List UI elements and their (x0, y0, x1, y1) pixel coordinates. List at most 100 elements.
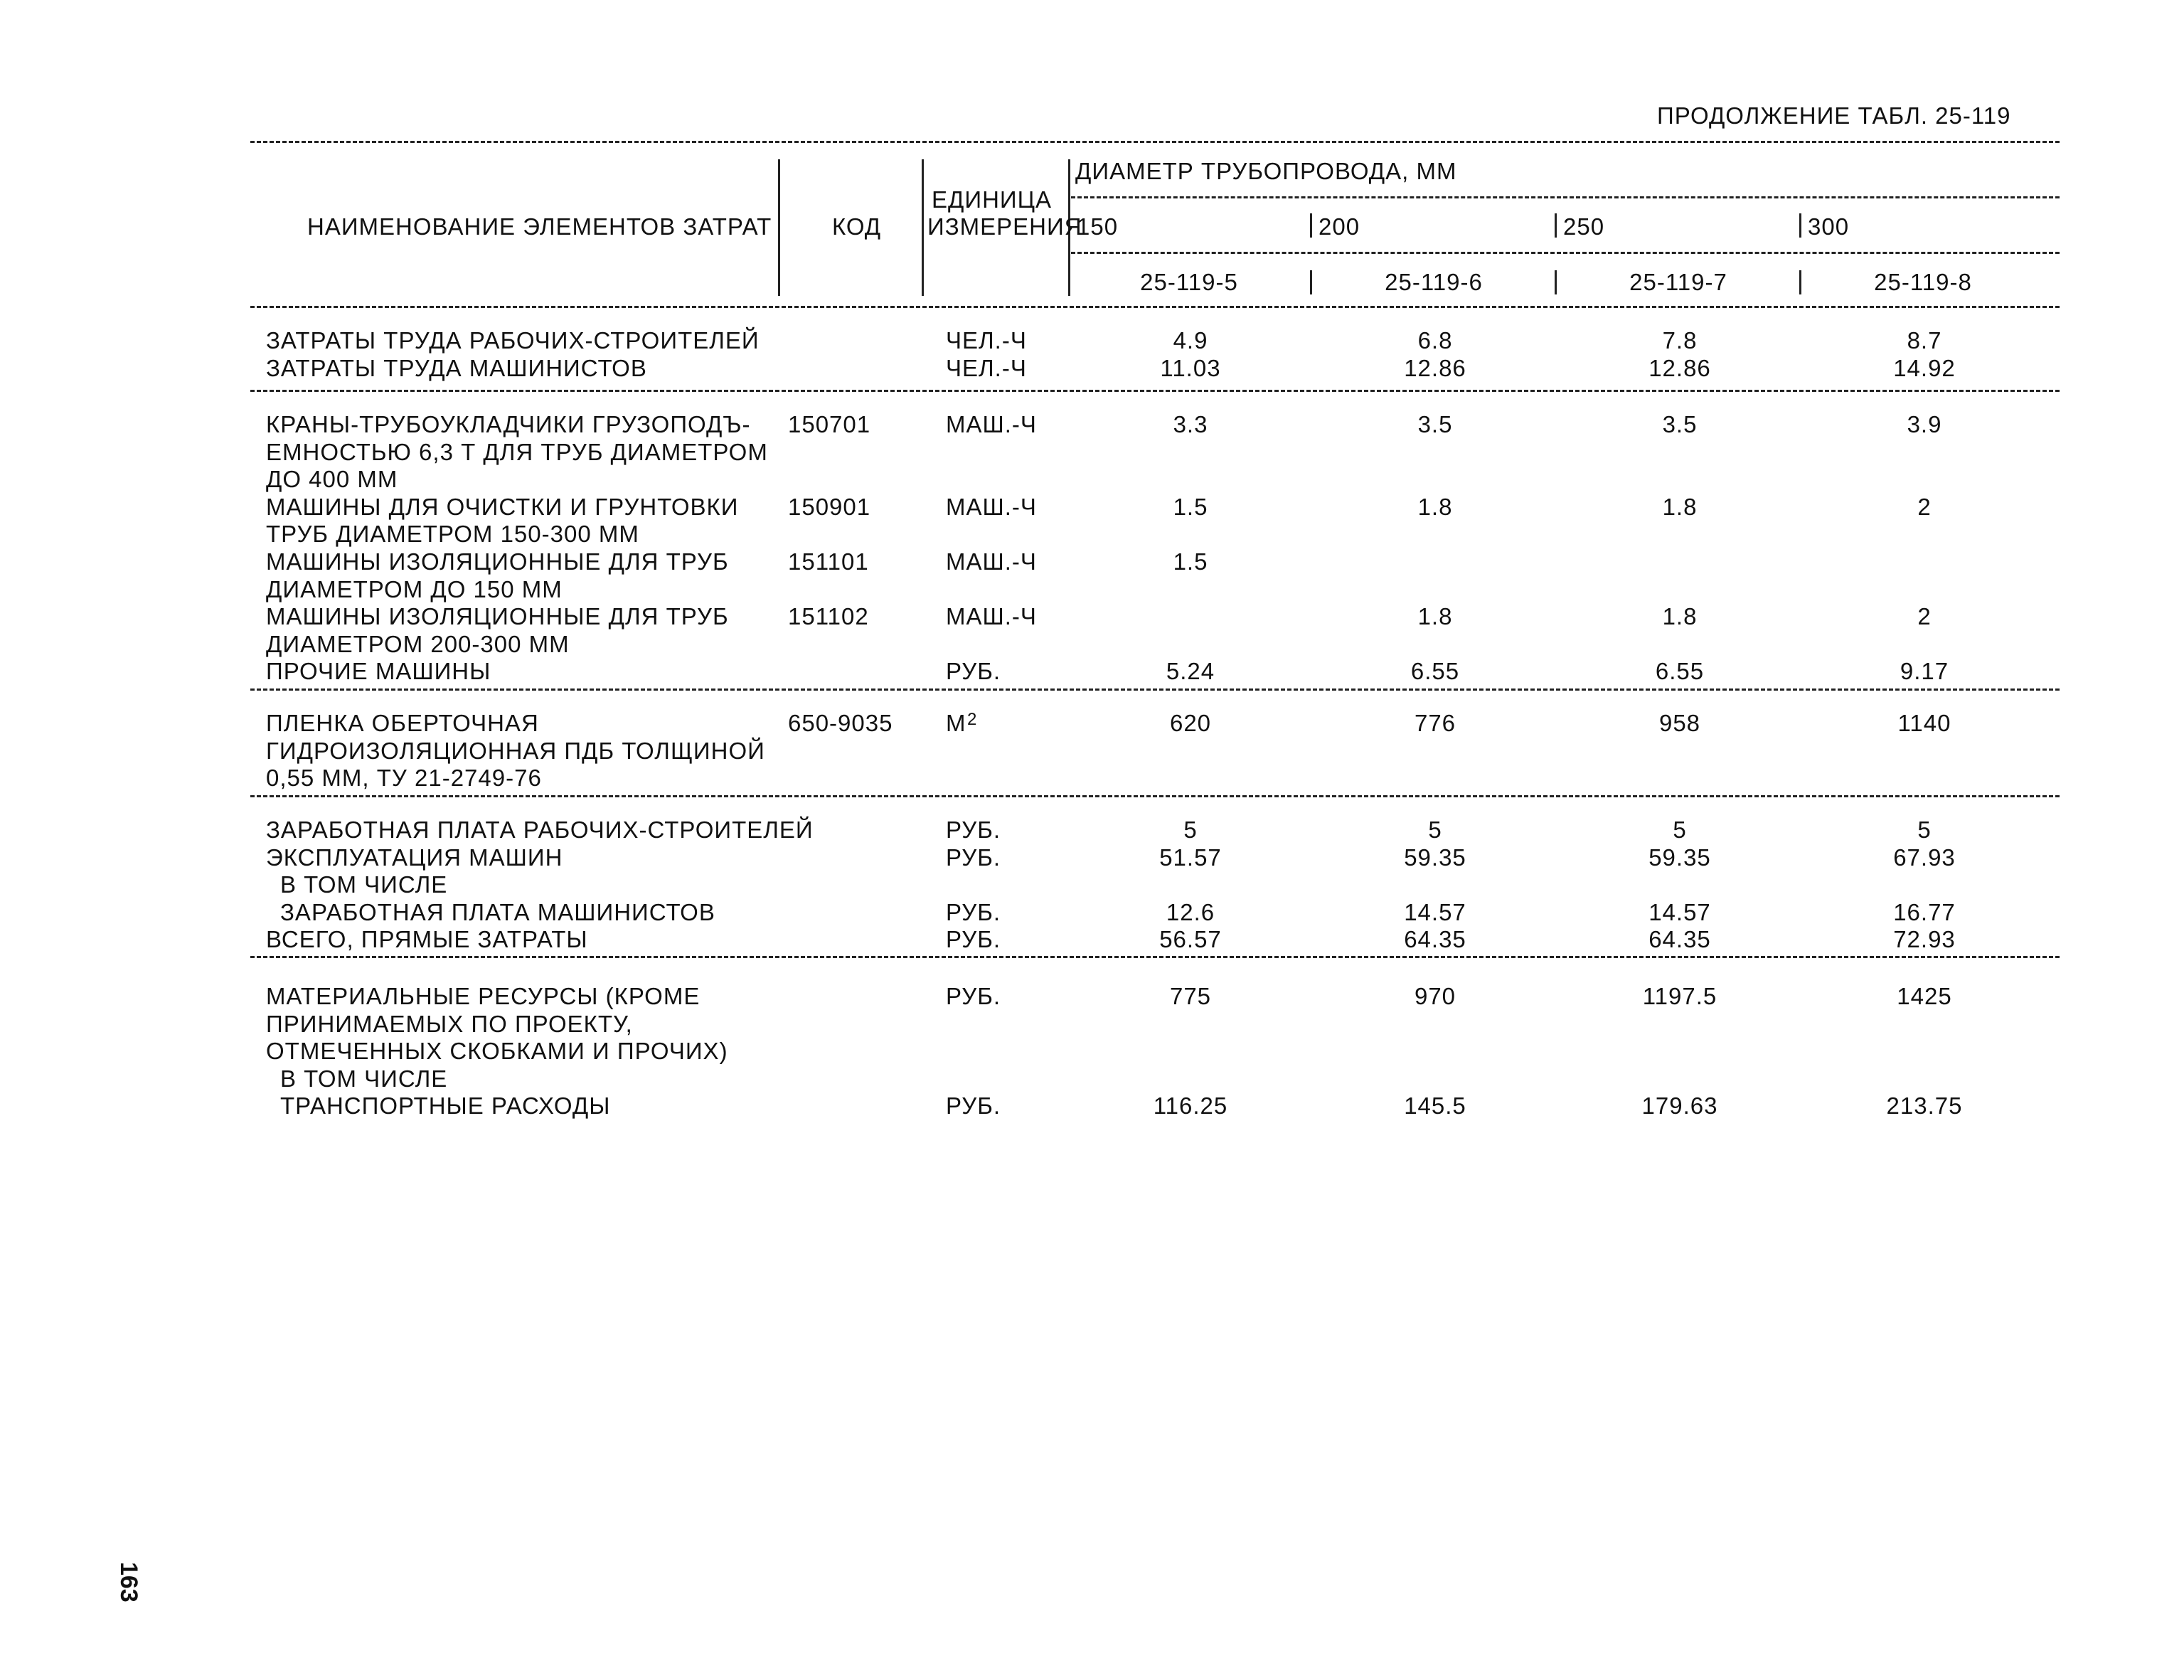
row-unit: МАШ.-Ч (946, 548, 1037, 575)
row-unit: М (946, 710, 966, 736)
row-value: 958 (1658, 710, 1701, 736)
row-value: 72.93 (1893, 926, 1956, 953)
row-value: 116.25 (1153, 1092, 1228, 1120)
row-value: 16.77 (1893, 898, 1956, 925)
row-value: 3.5 (1662, 411, 1698, 437)
row-value: 1425 (1897, 983, 1952, 1009)
row-unit: МАШ.-Ч (946, 493, 1037, 520)
header-top-rule (250, 141, 2060, 143)
row-value: 12.86 (1404, 354, 1466, 381)
row-value: 145.5 (1404, 1092, 1466, 1120)
row-value: 14.57 (1648, 898, 1711, 925)
row-value: 9.17 (1900, 658, 1949, 685)
row-code: 150701 (788, 411, 871, 437)
row-name: ЗАРАБОТНАЯ ПЛАТА РАБОЧИХ-СТРОИТЕЛЕЙ (266, 817, 814, 843)
row-value: 3.9 (1907, 411, 1942, 437)
row-name: МАШИНЫ ДЛЯ ОЧИСТКИ И ГРУНТОВКИ (266, 493, 739, 520)
row-value: 1197.5 (1642, 983, 1717, 1009)
price-code-3: 25-119-7 (1629, 269, 1727, 295)
section-separator (250, 390, 2060, 392)
row-name: 0,55 ММ, ТУ 21-2749-76 (266, 765, 542, 792)
header-divider (1310, 213, 1312, 238)
row-name: ЗАТРАТЫ ТРУДА РАБОЧИХ-СТРОИТЕЛЕЙ (266, 327, 760, 353)
row-value: 12.6 (1166, 898, 1215, 925)
header-diameter: ДИАМЕТР ТРУБОПРОВОДА, ММ (1075, 158, 1457, 184)
row-value: 2 (1917, 603, 1932, 630)
row-name: ЗАРАБОТНАЯ ПЛАТА МАШИНИСТОВ (280, 898, 715, 925)
table-continuation-title: ПРОДОЛЖЕНИЕ ТАБЛ. 25-119 (1657, 102, 2011, 129)
row-value: 59.35 (1648, 844, 1711, 871)
row-name: ТРУБ ДИАМЕТРОМ 150-300 ММ (266, 521, 639, 548)
row-unit: РУБ. (946, 844, 1001, 871)
unit-superscript: 2 (967, 710, 977, 729)
row-name: ПРИНИМАЕМЫХ ПО ПРОЕКТУ, (266, 1010, 633, 1037)
row-value: 4.9 (1173, 327, 1208, 353)
row-value: 14.92 (1893, 354, 1956, 381)
row-unit: ЧЕЛ.-Ч (946, 327, 1027, 353)
section-separator (250, 956, 2060, 958)
row-code: 650-9035 (788, 710, 893, 736)
row-value: 3.3 (1173, 411, 1208, 437)
page-number: 163 (115, 1562, 142, 1602)
row-name: МАШИНЫ ИЗОЛЯЦИОННЫЕ ДЛЯ ТРУБ (266, 603, 729, 630)
row-unit: РУБ. (946, 817, 1001, 843)
row-value: 67.93 (1893, 844, 1956, 871)
row-unit: МАШ.-Ч (946, 603, 1037, 630)
row-name: ДИАМЕТРОМ 200-300 ММ (266, 630, 570, 657)
header-divider (1799, 270, 1801, 294)
row-value: 620 (1169, 710, 1212, 736)
row-name: ОТМЕЧЕННЫХ СКОБКАМИ И ПРОЧИХ) (266, 1038, 728, 1065)
header-divider (1555, 270, 1557, 294)
header-unit-line2: ИЗМЕРЕНИЯ (927, 213, 1082, 240)
row-value: 5 (1673, 817, 1687, 843)
section-separator (250, 689, 2060, 691)
diameter-300: 300 (1808, 213, 1850, 240)
code-rule (1071, 252, 2060, 254)
price-code-1: 25-119-5 (1140, 269, 1238, 295)
diameter-250: 250 (1563, 213, 1605, 240)
row-value: 2 (1917, 493, 1932, 520)
row-unit: РУБ. (946, 658, 1001, 685)
row-unit: РУБ. (946, 898, 1001, 925)
row-value: 7.8 (1662, 327, 1698, 353)
row-value: 5 (1183, 817, 1198, 843)
header-divider (778, 159, 780, 296)
row-value: 5 (1428, 817, 1442, 843)
row-value: 5 (1917, 817, 1932, 843)
row-name: ВСЕГО, ПРЯМЫЕ ЗАТРАТЫ (266, 926, 588, 953)
row-value: 6.8 (1417, 327, 1453, 353)
row-name: КРАНЫ-ТРУБОУКЛАДЧИКИ ГРУЗОПОДЪ- (266, 411, 751, 437)
row-name: ГИДРОИЗОЛЯЦИОННАЯ ПДБ ТОЛЩИНОЙ (266, 737, 765, 764)
row-value: 56.57 (1159, 926, 1222, 953)
row-name: ЗАТРАТЫ ТРУДА МАШИНИСТОВ (266, 354, 647, 381)
header-code: КОД (832, 213, 882, 240)
price-code-4: 25-119-8 (1874, 269, 1972, 295)
row-name: ЕМНОСТЬЮ 6,3 Т ДЛЯ ТРУБ ДИАМЕТРОМ (266, 438, 768, 465)
row-name: МАШИНЫ ИЗОЛЯЦИОННЫЕ ДЛЯ ТРУБ (266, 548, 729, 575)
row-value: 213.75 (1886, 1092, 1963, 1120)
row-value: 1.5 (1173, 493, 1208, 520)
row-value: 6.55 (1655, 658, 1705, 685)
header-bottom-rule (250, 306, 2060, 308)
row-value: 1.5 (1173, 548, 1208, 575)
row-value: 59.35 (1404, 844, 1466, 871)
diameter-200: 200 (1319, 213, 1360, 240)
row-value: 1.8 (1662, 493, 1698, 520)
price-code-2: 25-119-6 (1385, 269, 1483, 295)
row-code: 150901 (788, 493, 871, 520)
row-name: ТРАНСПОРТНЫЕ РАСХОДЫ (280, 1092, 611, 1120)
header-divider (1310, 270, 1312, 294)
row-value: 1.8 (1417, 603, 1453, 630)
row-value: 12.86 (1648, 354, 1711, 381)
row-value: 1140 (1897, 710, 1951, 736)
row-value: 775 (1169, 983, 1212, 1009)
diameter-150: 150 (1077, 213, 1119, 240)
row-value: 3.5 (1417, 411, 1453, 437)
row-value: 51.57 (1159, 844, 1222, 871)
row-name: ДО 400 ММ (266, 466, 398, 493)
row-unit: РУБ. (946, 983, 1001, 1009)
row-value: 1.8 (1662, 603, 1698, 630)
section-separator (250, 795, 2060, 797)
header-divider (1799, 213, 1801, 238)
row-name: ПЛЕНКА ОБЕРТОЧНАЯ (266, 710, 539, 736)
